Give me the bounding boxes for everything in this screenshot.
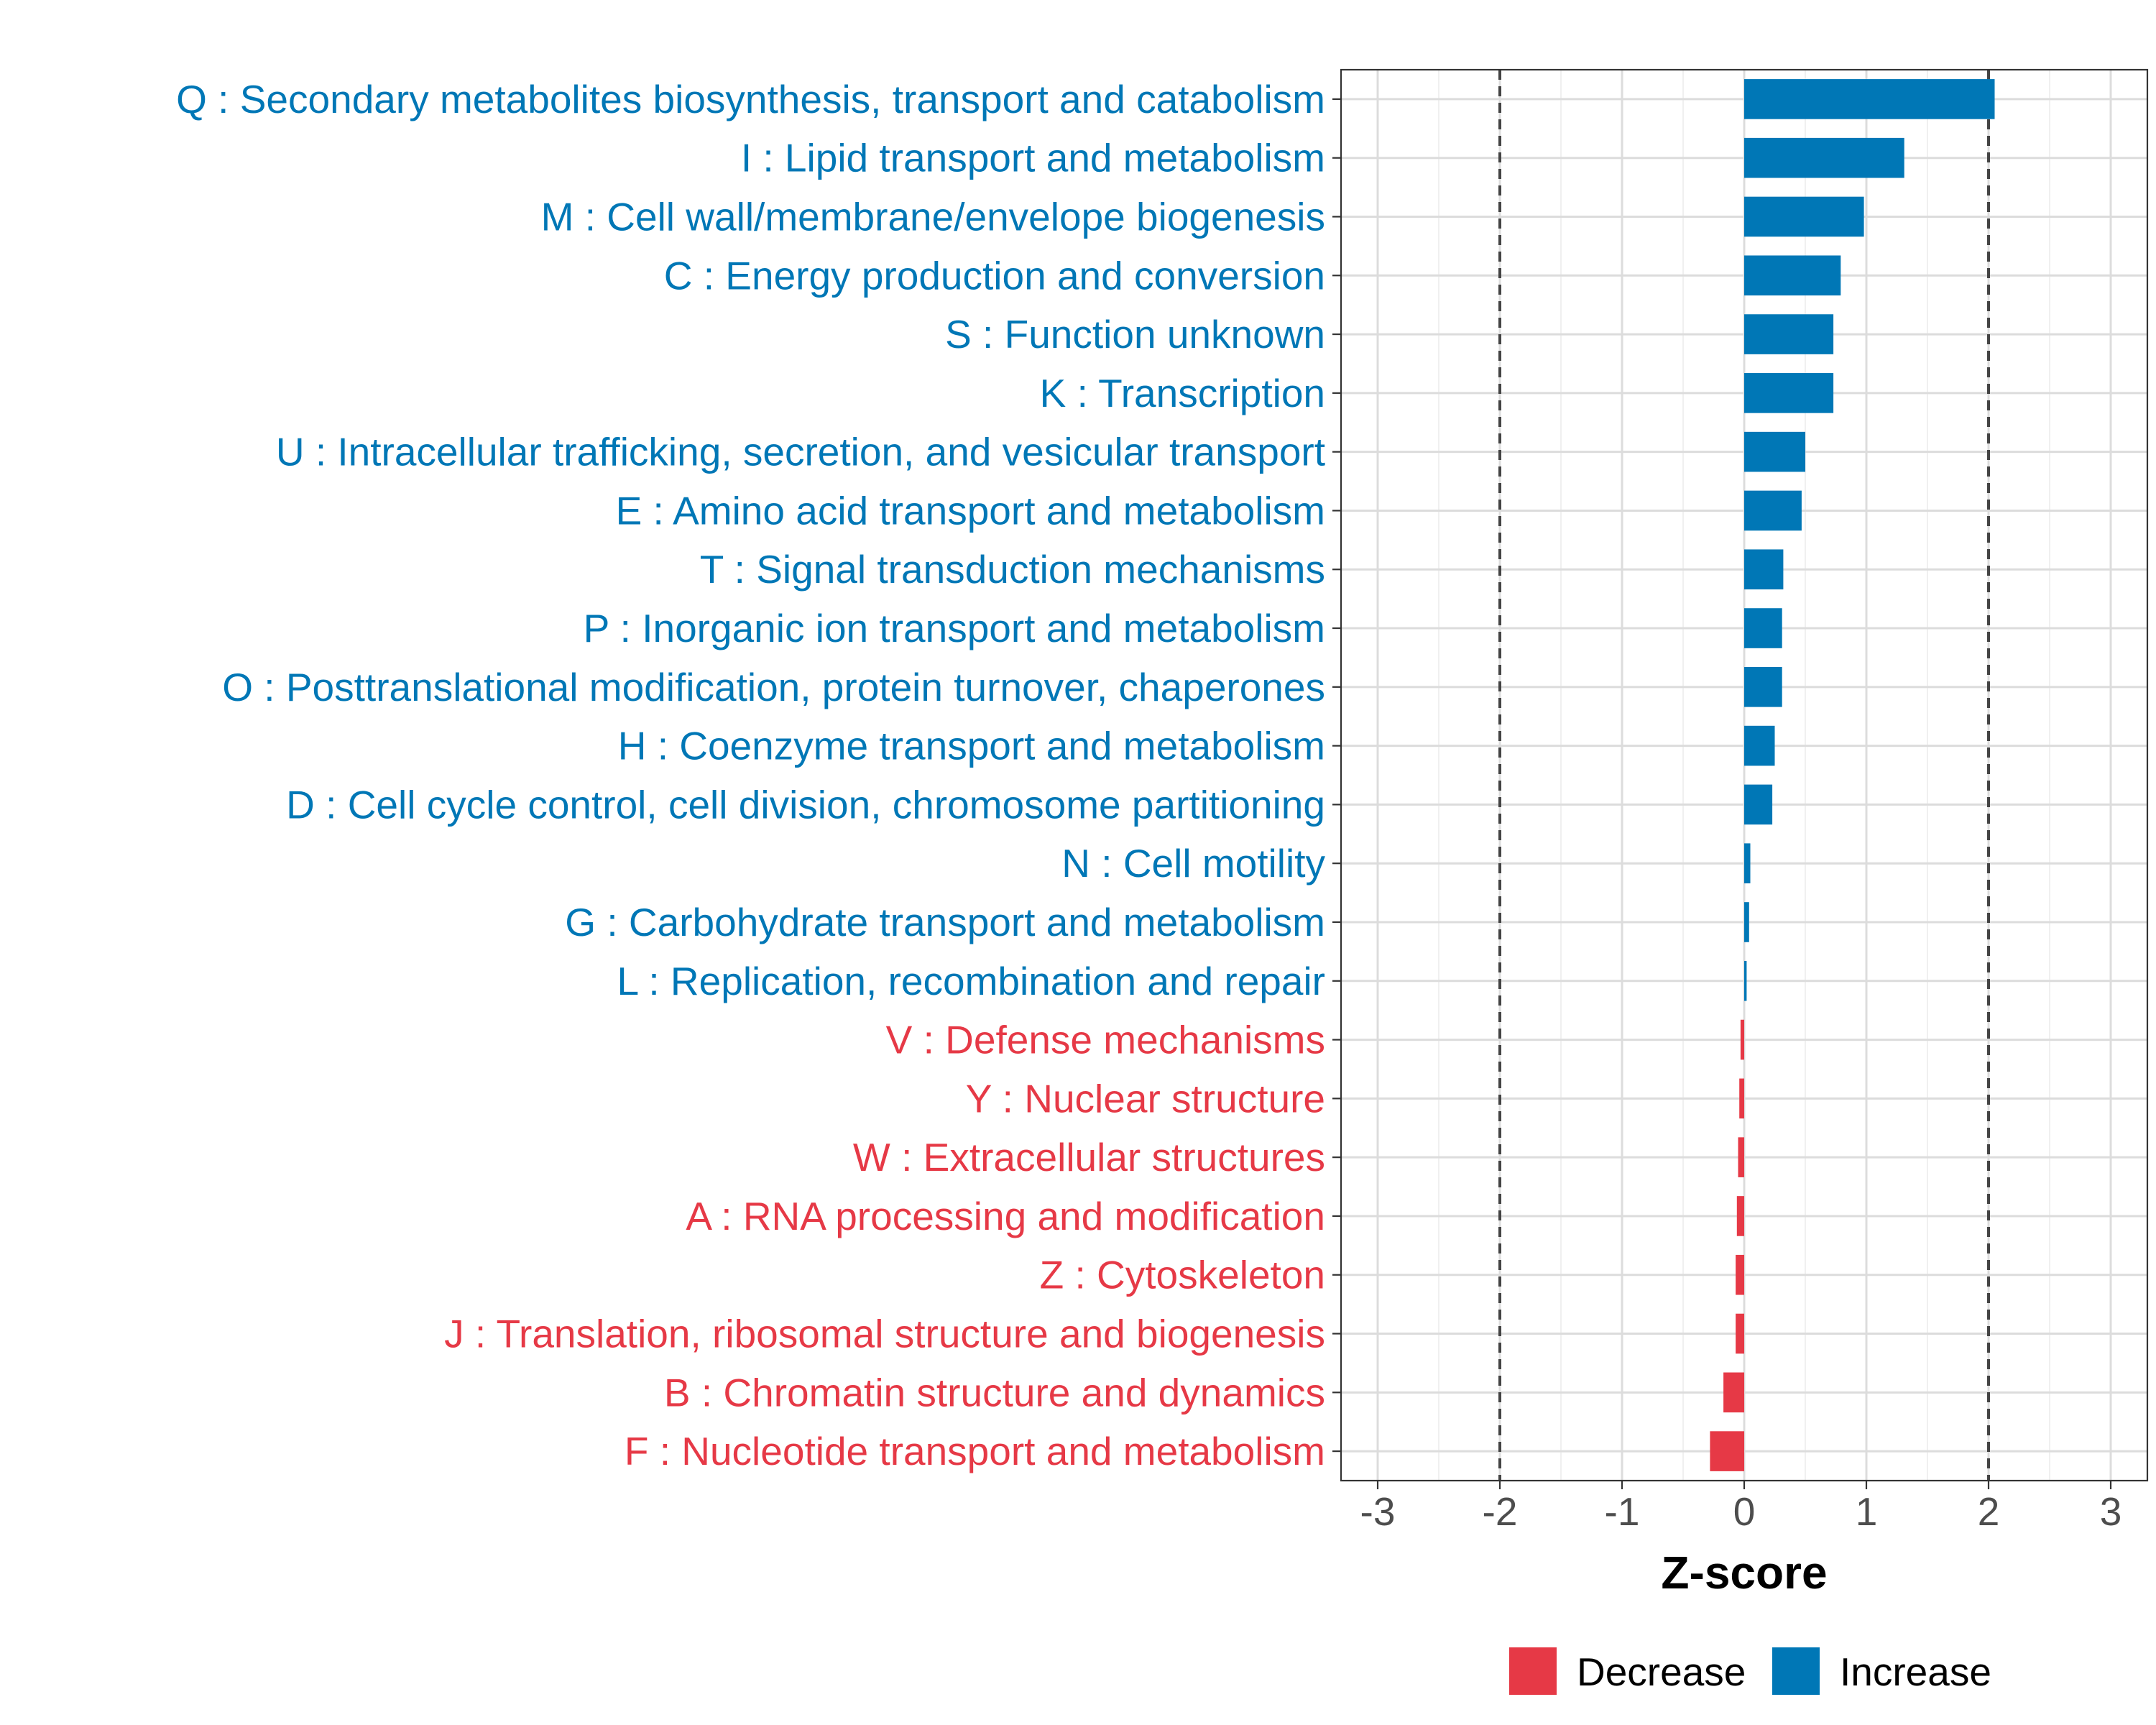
- x-tick-label: 1: [1856, 1489, 1878, 1534]
- y-category-label: J : Translation, ribosomal structure and…: [444, 1312, 1325, 1356]
- legend-label-increase: Increase: [1840, 1650, 1991, 1694]
- bar: [1744, 79, 1995, 119]
- y-category-label: L : Replication, recombination and repai…: [617, 959, 1325, 1003]
- x-tick-label: 0: [1733, 1489, 1756, 1534]
- y-tick-marks: [1332, 98, 1341, 1453]
- y-category-label: D : Cell cycle control, cell division, c…: [286, 782, 1325, 827]
- y-category-label: H : Coenzyme transport and metabolism: [618, 724, 1325, 768]
- x-tick-label: -2: [1483, 1489, 1518, 1534]
- y-category-label: F : Nucleotide transport and metabolism: [625, 1429, 1325, 1473]
- x-tick-label: 3: [2100, 1489, 2122, 1534]
- legend-swatch-increase: [1772, 1647, 1820, 1695]
- bar: [1744, 196, 1864, 237]
- y-category-label: W : Extracellular structures: [853, 1135, 1325, 1179]
- legend-swatch-decrease: [1509, 1647, 1557, 1695]
- x-tick-label: 2: [1978, 1489, 2000, 1534]
- y-category-label: U : Intracellular trafficking, secretion…: [276, 430, 1325, 474]
- y-category-label: V : Defense mechanisms: [886, 1018, 1325, 1062]
- threshold-lines: [1498, 70, 1990, 1481]
- bars: [1710, 79, 1995, 1471]
- bar: [1744, 549, 1784, 590]
- bar: [1744, 373, 1834, 413]
- legend: Decrease Increase: [1509, 1647, 1991, 1695]
- y-category-label: C : Energy production and conversion: [664, 253, 1325, 298]
- bar: [1744, 314, 1834, 354]
- bar: [1744, 667, 1782, 707]
- y-category-label: A : RNA processing and modification: [686, 1194, 1325, 1238]
- y-category-label: Z : Cytoskeleton: [1040, 1253, 1325, 1297]
- bar: [1736, 1196, 1744, 1236]
- bar: [1744, 960, 1747, 1001]
- y-category-label: O : Posttranslational modification, prot…: [222, 665, 1325, 709]
- bar: [1740, 1019, 1744, 1060]
- y-category-label: K : Transcription: [1040, 371, 1325, 415]
- bar: [1744, 431, 1805, 472]
- y-category-label: T : Signal transduction mechanisms: [700, 547, 1325, 592]
- legend-label-decrease: Decrease: [1577, 1650, 1746, 1694]
- bar: [1723, 1372, 1744, 1413]
- bar: [1744, 902, 1749, 942]
- y-category-label: G : Carbohydrate transport and metabolis…: [565, 900, 1325, 944]
- y-category-label: S : Function unknown: [945, 312, 1325, 356]
- bar: [1744, 137, 1904, 178]
- bar: [1710, 1431, 1744, 1471]
- x-tick-label: -3: [1360, 1489, 1396, 1534]
- bar: [1738, 1137, 1744, 1177]
- y-category-label: E : Amino acid transport and metabolism: [616, 488, 1325, 533]
- bar: [1744, 725, 1775, 766]
- bar: [1744, 843, 1751, 883]
- y-category-label: Y : Nuclear structure: [966, 1076, 1325, 1121]
- y-category-label: M : Cell wall/membrane/envelope biogenes…: [541, 194, 1325, 239]
- y-category-label: Q : Secondary metabolites biosynthesis, …: [176, 77, 1325, 121]
- bar: [1736, 1254, 1744, 1295]
- bar: [1744, 255, 1841, 296]
- bar: [1744, 608, 1782, 648]
- y-category-label: N : Cell motility: [1061, 841, 1325, 886]
- y-category-label: P : Inorganic ion transport and metaboli…: [584, 606, 1325, 650]
- bar: [1739, 1078, 1744, 1119]
- bar: [1736, 1313, 1744, 1354]
- y-category-labels: Q : Secondary metabolites biosynthesis, …: [176, 77, 1325, 1473]
- x-tick-label: -1: [1605, 1489, 1640, 1534]
- y-category-label: B : Chromatin structure and dynamics: [664, 1370, 1325, 1414]
- bar: [1744, 490, 1802, 531]
- x-axis-ticks: -3 -2 -1 0 1 2 3: [1360, 1481, 2122, 1534]
- bar: [1744, 784, 1773, 825]
- x-axis-title: Z-score: [1661, 1547, 1827, 1598]
- y-category-label: I : Lipid transport and metabolism: [741, 136, 1325, 180]
